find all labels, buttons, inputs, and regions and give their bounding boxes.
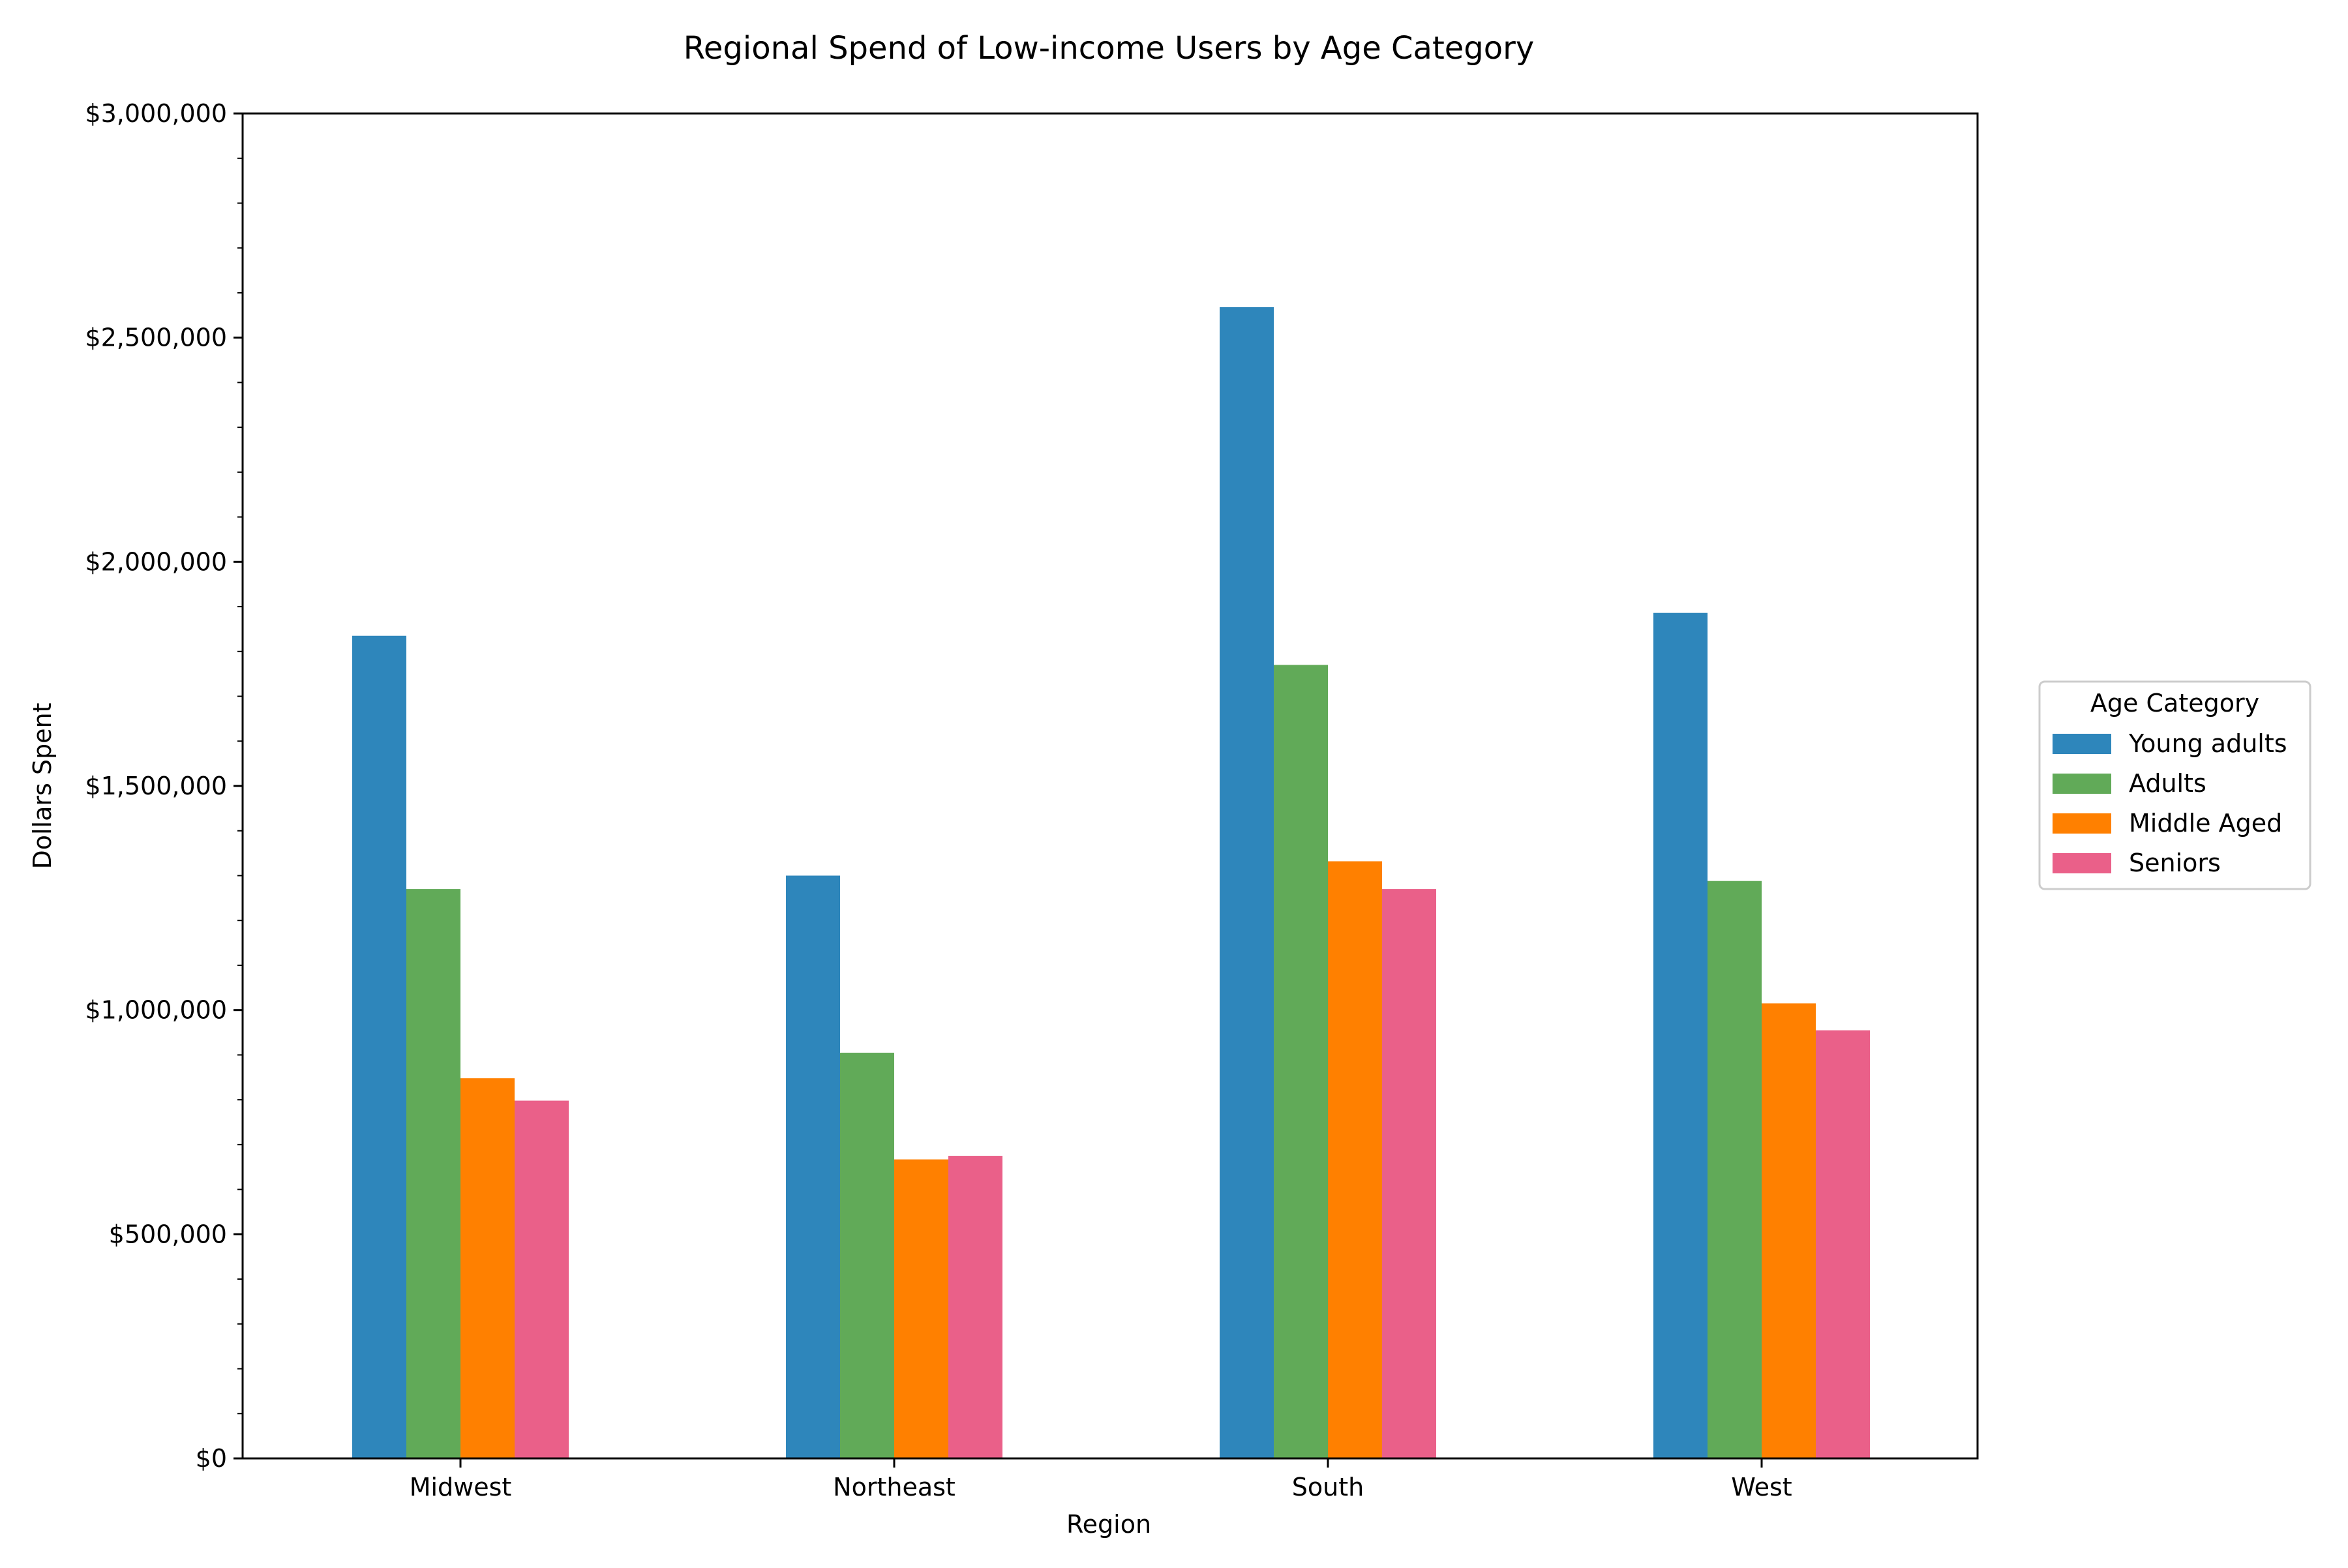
legend-label-adults: Adults xyxy=(2129,769,2206,798)
legend-swatch-seniors xyxy=(2053,853,2111,873)
bar-seniors-northeast xyxy=(948,1156,1002,1458)
x-tick-label-northeast: Northeast xyxy=(833,1473,956,1501)
bar-young-adults-northeast xyxy=(786,875,840,1458)
bar-seniors-south xyxy=(1382,889,1436,1458)
bar-young-adults-west xyxy=(1653,612,1708,1458)
y-axis-label: Dollars Spent xyxy=(28,702,57,869)
x-axis-label: Region xyxy=(1066,1510,1151,1539)
x-tick-label-west: West xyxy=(1731,1473,1792,1501)
y-tick-label: $0 xyxy=(196,1444,227,1473)
bar-middle-aged-midwest xyxy=(460,1078,515,1458)
legend-box xyxy=(2038,680,2311,890)
legend: Age Category Young adults Adults Middle Age… xyxy=(2038,680,2311,890)
bar-middle-aged-south xyxy=(1328,861,1382,1458)
legend-label-middle-aged: Middle Aged xyxy=(2129,809,2282,837)
y-tick-label: $2,000,000 xyxy=(85,547,227,576)
legend-title: Age Category xyxy=(2090,689,2259,717)
chart-title: Regional Spend of Low-income Users by Ag… xyxy=(684,30,1535,67)
y-tick-label: $2,500,000 xyxy=(85,324,227,352)
y-tick-label: $500,000 xyxy=(109,1220,227,1248)
bar-young-adults-midwest xyxy=(352,635,406,1458)
bar-adults-northeast xyxy=(840,1052,894,1458)
x-tick-label-south: South xyxy=(1292,1473,1364,1501)
axes-layer: $0 $500,000 $1,000,000 $1,500,000 $2,000,000… xyxy=(85,99,1979,1501)
y-tick-label: $3,000,000 xyxy=(85,99,227,128)
legend-swatch-middle-aged xyxy=(2053,813,2111,834)
bar-adults-west xyxy=(1708,881,1762,1458)
bar-adults-south xyxy=(1274,665,1328,1459)
legend-label-young-adults: Young adults xyxy=(2128,729,2287,758)
y-tick-label: $1,500,000 xyxy=(85,772,227,800)
bar-young-adults-south xyxy=(1220,307,1274,1459)
bars-layer xyxy=(352,307,1870,1459)
bar-seniors-midwest xyxy=(515,1100,569,1458)
bar-adults-midwest xyxy=(406,889,460,1458)
legend-label-seniors: Seniors xyxy=(2129,849,2221,877)
x-tick-label-midwest: Midwest xyxy=(410,1473,512,1501)
legend-swatch-young-adults xyxy=(2053,734,2111,754)
bar-middle-aged-west xyxy=(1762,1003,1816,1458)
bar-seniors-west xyxy=(1816,1030,1870,1458)
bar-middle-aged-northeast xyxy=(894,1159,948,1458)
y-tick-label: $1,000,000 xyxy=(85,996,227,1025)
legend-swatch-adults xyxy=(2053,774,2111,794)
